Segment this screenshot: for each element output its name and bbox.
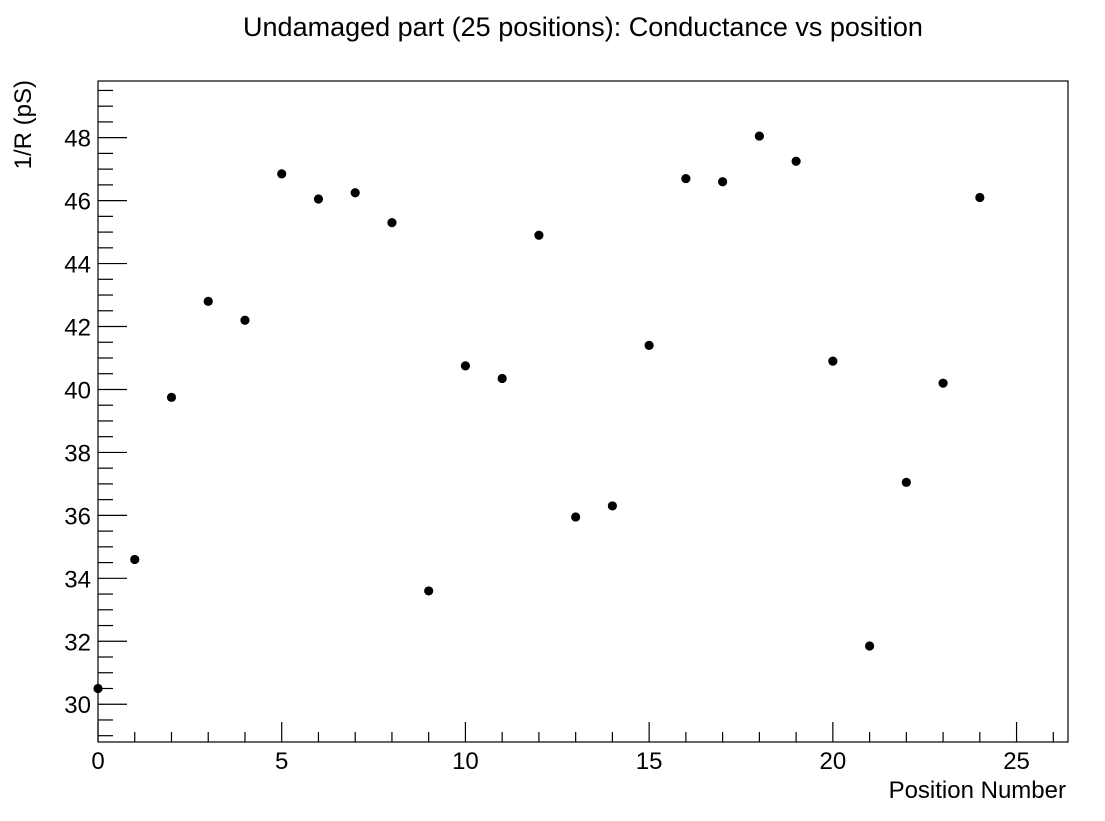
y-tick-label: 36 [64,503,91,530]
y-tick-label: 46 [64,189,91,216]
y-axis-ticks: 30 32 34 36 38 40 42 44 46 48 [64,89,127,737]
data-point [534,230,544,240]
data-point [350,188,360,198]
x-tick-label: 15 [636,748,663,775]
data-points [93,131,985,694]
data-point [387,218,397,228]
data-point [130,554,140,565]
data-point [313,194,324,204]
data-point [718,177,728,187]
chart-title: Undamaged part (25 positions): Conductan… [243,12,923,42]
data-point [644,340,654,350]
x-tick-label: 25 [1003,748,1030,775]
data-point [791,156,801,166]
data-point [681,173,691,184]
data-point [828,356,838,366]
y-tick-label: 42 [64,315,91,342]
x-tick-label: 20 [819,748,846,775]
x-axis-ticks: 0 5 10 15 20 25 [91,722,1054,775]
x-tick-label: 5 [275,748,288,775]
data-point [497,373,507,384]
data-point [864,641,875,651]
data-point [203,296,213,306]
x-tick-label: 0 [91,748,104,775]
x-axis-label: Position Number [889,777,1066,804]
y-axis-label: 1/R (pS) [10,80,37,169]
data-point [571,512,581,522]
data-point [240,315,250,325]
y-tick-label: 38 [64,440,91,467]
x-tick-label: 10 [452,748,479,775]
y-tick-label: 34 [64,566,91,593]
plot-frame [97,80,1069,743]
data-point [277,169,287,179]
data-point [938,378,948,388]
y-tick-label: 48 [64,126,91,153]
data-point [460,361,471,371]
data-point [975,192,985,203]
y-tick-label: 30 [64,692,91,719]
y-tick-label: 40 [64,377,91,404]
data-point [93,683,103,694]
data-point [901,477,911,487]
data-point [166,392,177,402]
data-point [424,586,434,596]
y-tick-label: 32 [64,629,91,656]
data-point [607,501,617,511]
y-tick-label: 44 [64,252,91,279]
data-point [754,131,764,141]
